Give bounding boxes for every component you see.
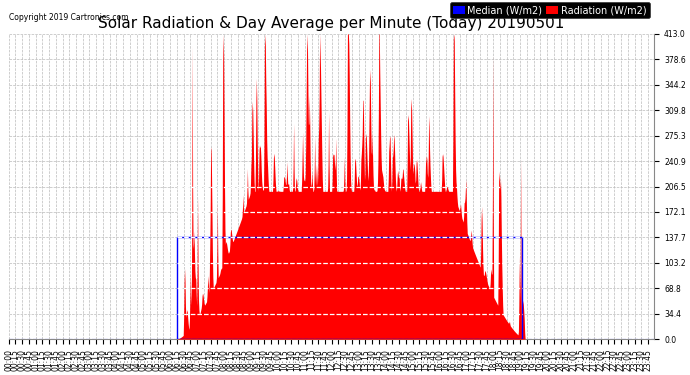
Title: Solar Radiation & Day Average per Minute (Today) 20190501: Solar Radiation & Day Average per Minute… [99, 16, 564, 32]
Legend: Median (W/m2), Radiation (W/m2): Median (W/m2), Radiation (W/m2) [450, 2, 649, 18]
Text: Copyright 2019 Cartronics.com: Copyright 2019 Cartronics.com [9, 13, 128, 22]
Bar [177, 237, 522, 339]
